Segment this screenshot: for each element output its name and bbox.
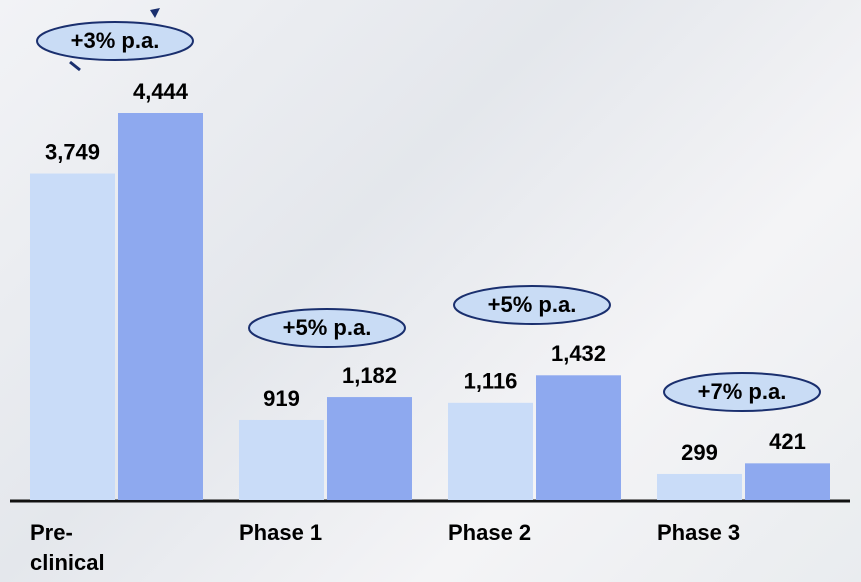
value-label: 299 [681, 440, 718, 465]
annotation: +3% p.a. [71, 28, 160, 53]
bar [118, 113, 203, 500]
value-label: 1,116 [464, 369, 518, 394]
page: 3,749 4,444 919 1,182 1,116 1,432 299 421 +3% p.… [0, 0, 861, 582]
value-label: 919 [263, 386, 300, 411]
value-label: 1,182 [342, 363, 397, 388]
bar [657, 474, 742, 500]
bar [536, 375, 621, 500]
bar [327, 397, 412, 500]
bar [448, 403, 533, 500]
category-label: Phase 2 [448, 518, 531, 548]
arrow-head [150, 8, 160, 18]
arrow-tail [70, 62, 80, 70]
category-label: Phase 1 [239, 518, 322, 548]
category-label: Phase 3 [657, 518, 740, 548]
value-label: 4,444 [133, 79, 189, 104]
category-label: Pre- clinical [30, 518, 105, 578]
value-label: 3,749 [45, 139, 100, 164]
annotation: +5% p.a. [283, 315, 372, 340]
bar [745, 463, 830, 500]
annotation: +7% p.a. [698, 379, 787, 404]
bar [30, 174, 115, 500]
value-label: 421 [769, 429, 806, 454]
value-label: 1,432 [551, 341, 606, 366]
annotation: +5% p.a. [488, 292, 577, 317]
bar [239, 420, 324, 500]
chart: 3,749 4,444 919 1,182 1,116 1,432 299 421 +3% p.… [0, 0, 861, 582]
